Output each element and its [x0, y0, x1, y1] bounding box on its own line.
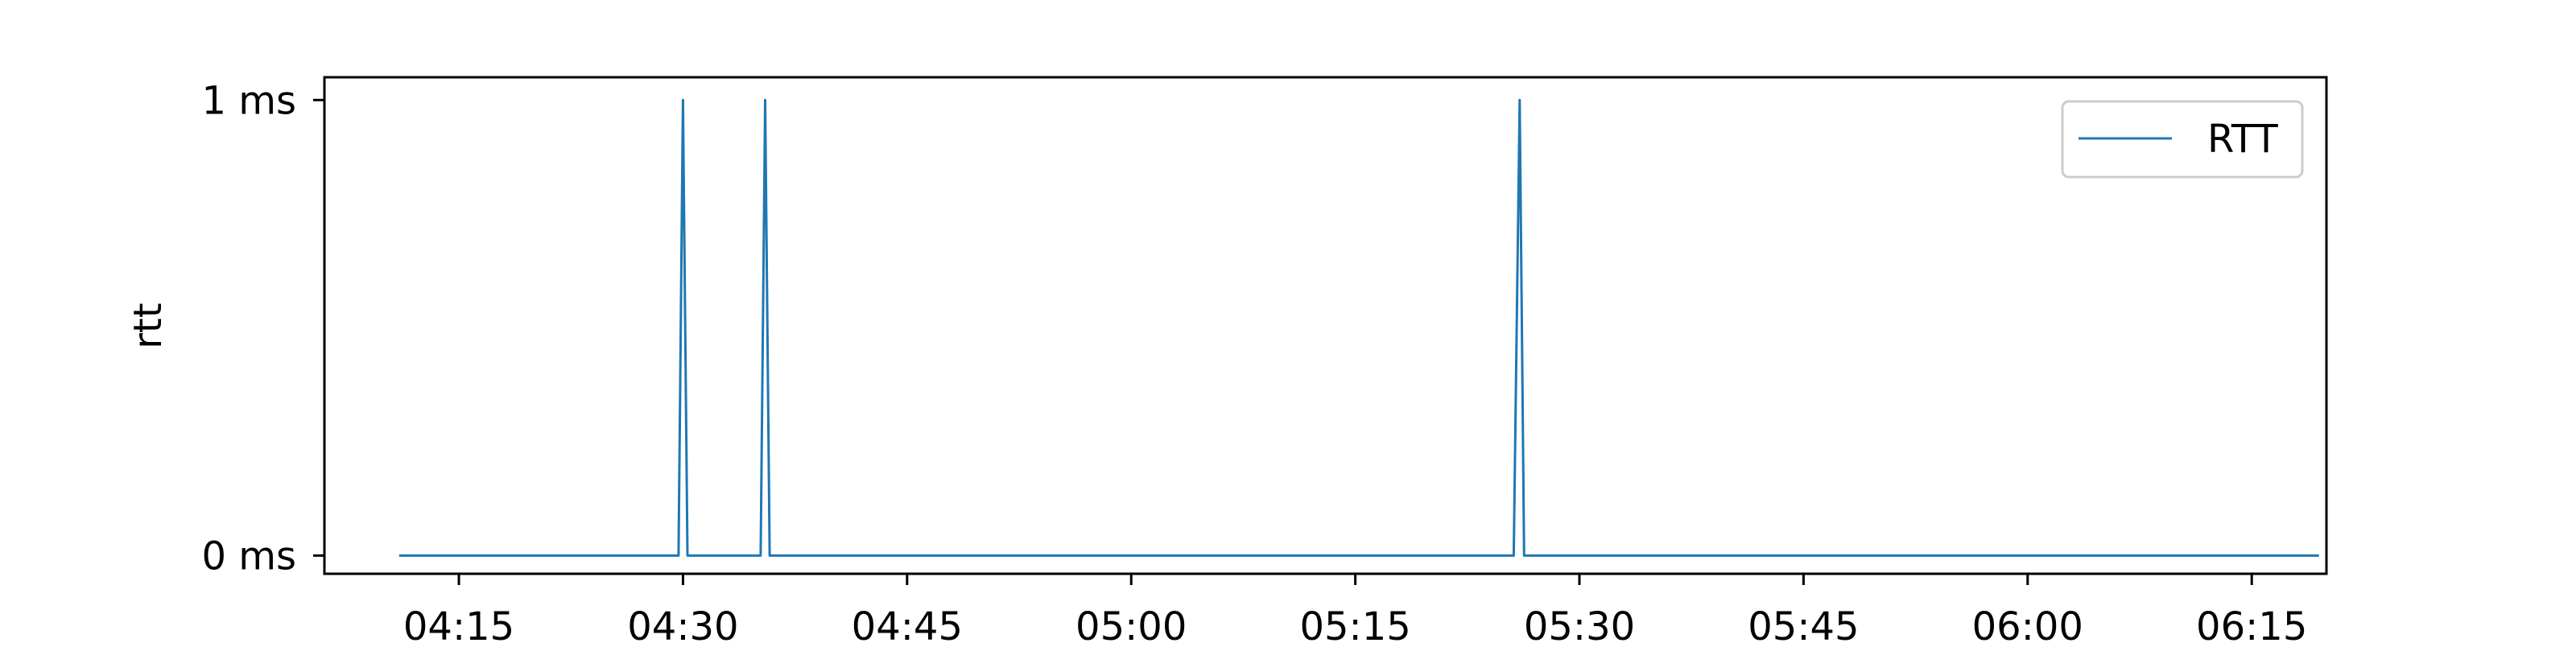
plot-frame: [323, 76, 2328, 575]
x-tick-label: 04:45: [852, 604, 963, 644]
x-tick-label: 06:00: [1972, 604, 2083, 644]
x-tick-label: 05:15: [1299, 604, 1410, 644]
x-axis: 04:15 04:30 04:45 05:00 05:15 05:30 05:45 06:00…: [403, 574, 2307, 647]
x-tick-label: 04:30: [627, 604, 738, 644]
x-tick-label: 04:15: [403, 604, 514, 644]
x-tick-label: 06:15: [2196, 604, 2307, 644]
legend: RTT: [2061, 100, 2304, 179]
x-tick-label: 05:00: [1075, 604, 1187, 644]
y-tick-label: 0 ms: [201, 534, 296, 579]
y-tick-label: 1 ms: [201, 78, 296, 123]
series-layer: [398, 98, 2319, 557]
legend-frame: [2061, 100, 2304, 179]
x-tick-label: 05:30: [1524, 604, 1635, 644]
series-line-rtt: [398, 98, 2319, 557]
x-tick-label: 05:45: [1748, 604, 1859, 644]
y-axis-label: rtt: [126, 303, 171, 348]
y-axis: 0 ms 1 ms: [201, 78, 324, 579]
legend-label-rtt: RTT: [2207, 117, 2278, 162]
